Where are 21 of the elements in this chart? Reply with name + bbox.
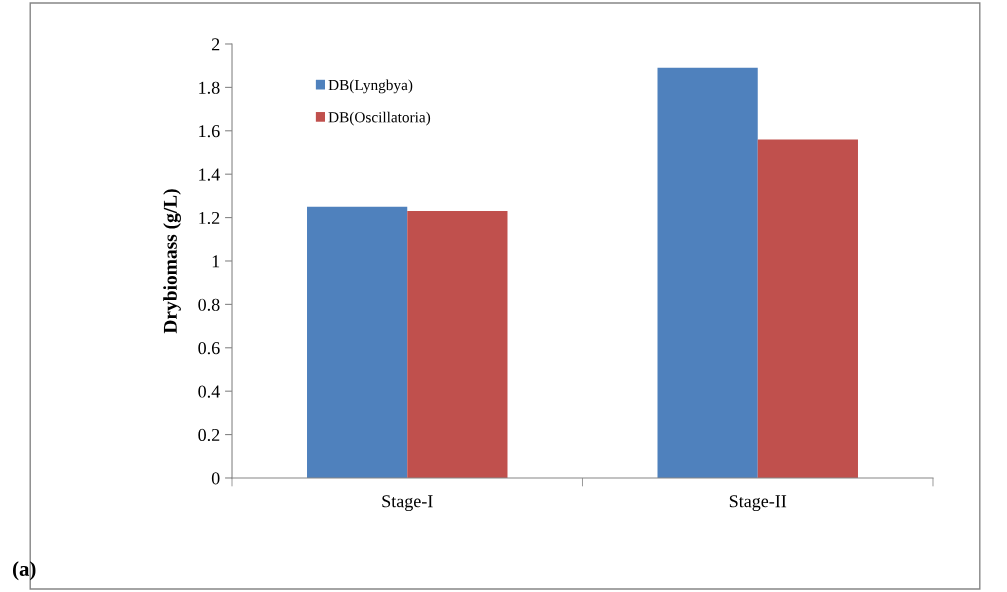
x-tick-label: Stage-I <box>382 495 433 512</box>
y-tick-label: 1.4 <box>199 168 220 181</box>
bar <box>307 206 408 478</box>
bar <box>407 211 508 478</box>
legend-label: DB(Oscillatoria) <box>328 111 431 126</box>
y-tick-label: 0.6 <box>198 342 220 355</box>
y-axis-title: Drybiomass (g/L) <box>163 189 181 334</box>
bar <box>757 139 858 478</box>
y-tick-label: 1.6 <box>199 125 220 138</box>
y-tick-label: 1.8 <box>199 81 220 94</box>
y-tick-label: 0.2 <box>198 428 220 442</box>
y-tick-label: 1.2 <box>199 211 220 225</box>
y-tick-label: 0.4 <box>198 385 220 398</box>
y-tick-label: 0 <box>211 472 220 485</box>
text: (a) <box>13 561 36 581</box>
y-tick-label: 2 <box>211 38 220 51</box>
y-tick-label: 1 <box>212 255 220 268</box>
bar <box>657 67 758 478</box>
legend-label: DB(Lyngbya) <box>328 79 413 94</box>
y-tick-label: 0.8 <box>198 298 220 311</box>
x-tick-label: Stage-II <box>729 495 787 512</box>
